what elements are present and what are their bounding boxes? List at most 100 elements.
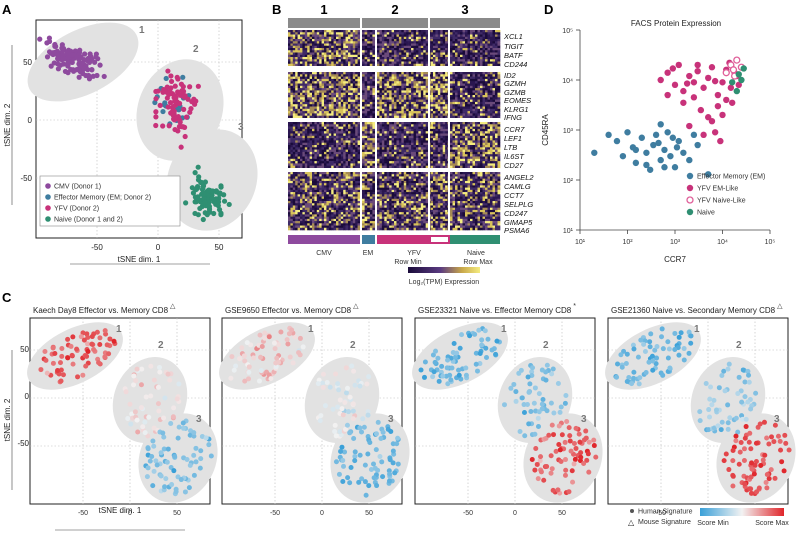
heatmap-cell	[312, 115, 315, 119]
heatmap-cell	[336, 88, 339, 91]
heatmap-cell	[445, 104, 448, 107]
heatmap-cell	[485, 106, 488, 110]
heatmap-cell	[352, 138, 356, 141]
heatmap-cell	[355, 149, 358, 153]
heatmap-cell	[430, 72, 434, 75]
heatmap-cell	[336, 48, 339, 51]
heatmap-cell	[343, 122, 346, 125]
heatmap-cell	[355, 108, 358, 112]
heatmap-cell	[475, 41, 478, 44]
heatmap-cell	[348, 163, 351, 166]
heatmap-cell	[415, 54, 419, 58]
heatmap-cell	[300, 76, 303, 80]
heatmap-cell	[297, 61, 301, 65]
heatmap-cell	[381, 128, 385, 132]
heatmap-cell	[297, 133, 301, 137]
heatmap-cell	[442, 101, 446, 105]
heatmap-cell	[450, 72, 453, 75]
heatmap-cell	[442, 135, 446, 139]
heatmap-cell	[343, 138, 346, 141]
heatmap-cell	[316, 95, 320, 98]
heatmap-cell	[475, 52, 478, 56]
heatmap-cell	[292, 147, 296, 150]
heatmap-cell	[379, 43, 383, 47]
heatmap-cell	[420, 43, 424, 47]
heatmap-cell	[302, 138, 306, 141]
heatmap-cell	[472, 99, 476, 103]
heatmap-cell	[333, 126, 337, 130]
heatmap-cell	[319, 106, 322, 110]
heatmap-cell	[465, 57, 468, 60]
heatmap-cell	[300, 59, 303, 62]
heatmap-cell	[462, 128, 466, 132]
heatmap-cell	[408, 92, 412, 96]
heatmap-cell	[462, 126, 466, 130]
heatmap-cell	[326, 111, 330, 114]
heatmap-cell	[418, 95, 422, 98]
heatmap-cell	[403, 57, 407, 60]
heatmap-cell	[333, 95, 337, 98]
heatmap-cell	[364, 142, 368, 146]
heatmap-cell	[418, 83, 422, 87]
heatmap-cell	[321, 147, 325, 150]
heatmap-cell	[442, 57, 446, 60]
heatmap-cell	[326, 128, 330, 132]
legend-label-em: Effector Memory (EM; Donor 2)	[54, 195, 151, 202]
heatmap-cell	[321, 108, 325, 112]
heatmap-cell	[452, 41, 456, 44]
heatmap-cell	[396, 76, 400, 80]
heatmap-cell	[333, 41, 337, 44]
heatmap-cell	[345, 32, 349, 35]
heatmap-cell	[398, 85, 402, 89]
heatmap-cell	[295, 92, 298, 96]
heatmap-cell	[398, 99, 402, 103]
scatter-point	[62, 68, 69, 75]
heatmap-cell	[288, 158, 291, 162]
heatmap-cell	[432, 63, 436, 67]
heatmap-cell	[467, 133, 471, 137]
scatter-point	[168, 73, 174, 79]
heatmap-cell	[437, 133, 441, 137]
heatmap-cell	[413, 124, 417, 127]
heatmap-cell	[457, 48, 461, 51]
heatmap-cell	[350, 165, 354, 169]
heatmap-cell	[288, 48, 291, 51]
heatmap-cell	[420, 83, 424, 87]
heatmap-cell	[379, 104, 383, 107]
heatmap-cell	[331, 124, 334, 127]
heatmap-cell	[367, 151, 371, 155]
panel-b-label: B	[272, 2, 281, 17]
heatmap-cell	[328, 72, 332, 75]
heatmap-cell	[386, 142, 390, 146]
heatmap-cell	[381, 149, 385, 153]
heatmap-cell	[369, 36, 373, 40]
heatmap-cell	[328, 108, 332, 112]
heatmap-cell	[331, 78, 334, 82]
heatmap-cell	[321, 95, 325, 98]
heatmap-cell	[391, 128, 395, 132]
heatmap-cell	[435, 163, 439, 166]
heatmap-cell	[480, 101, 483, 105]
heatmap-cell	[338, 43, 342, 47]
heatmap-cell	[381, 52, 385, 56]
heatmap-cell	[290, 161, 294, 164]
heatmap-cell	[490, 32, 493, 35]
heatmap-cell	[401, 140, 405, 143]
heatmap-cell	[430, 101, 434, 105]
heatmap-cell	[492, 131, 496, 134]
heatmap-cell	[389, 101, 392, 105]
heatmap-cell	[423, 72, 426, 75]
heatmap-cell	[389, 151, 392, 155]
heatmap-cell	[475, 126, 478, 130]
heatmap-cell	[300, 165, 303, 169]
heatmap-cell	[304, 147, 308, 150]
heatmap-cell	[300, 151, 303, 155]
heatmap-cell	[295, 36, 298, 40]
heatmap-cell	[384, 165, 388, 169]
heatmap-cell	[300, 108, 303, 112]
heatmap-cell	[345, 106, 349, 110]
heatmap-cell	[398, 165, 402, 169]
heatmap-cell	[300, 163, 303, 166]
heatmap-cell	[321, 39, 325, 42]
heatmap-cell	[369, 88, 373, 91]
